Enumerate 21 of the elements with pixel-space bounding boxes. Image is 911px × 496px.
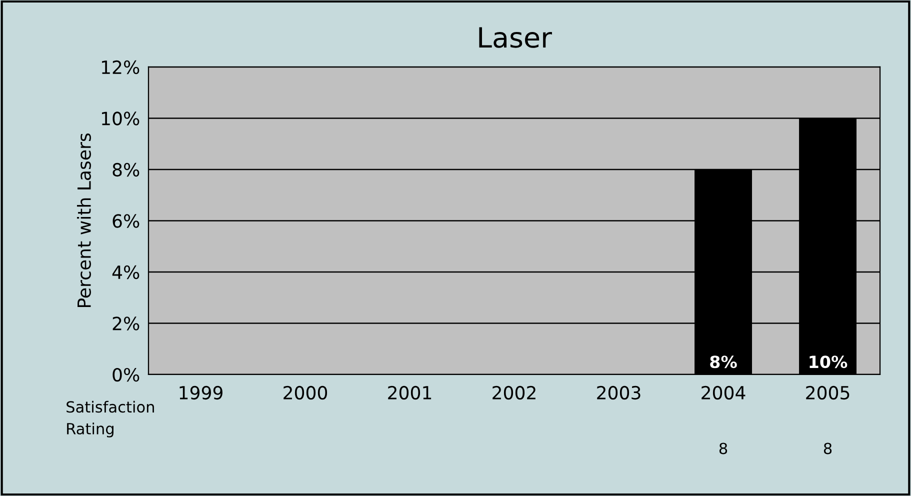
text: Satisfaction Rating bbox=[66, 400, 154, 438]
x-tick-label: 2002 bbox=[492, 386, 536, 400]
y-tick-label: 12% bbox=[102, 60, 140, 74]
text: 8 bbox=[719, 442, 728, 454]
y-tick-label: 10% bbox=[102, 112, 140, 126]
text: 8 bbox=[824, 442, 832, 454]
chart-title: Laser bbox=[479, 27, 552, 48]
y-tick-label: 8% bbox=[112, 162, 140, 177]
x-tick-label: 2005 bbox=[806, 386, 850, 400]
y-tick-label: 4% bbox=[112, 265, 140, 280]
y-axis-title: Percent with Lasers bbox=[77, 134, 91, 308]
x-tick-label: 2000 bbox=[284, 386, 328, 400]
x-tick-label: 1999 bbox=[180, 386, 222, 400]
y-tick-label: 0% bbox=[112, 368, 140, 382]
x-tick-label: 2003 bbox=[597, 386, 640, 400]
y-tick-label: 2% bbox=[112, 316, 140, 330]
x-tick-label: 2004 bbox=[702, 386, 746, 400]
data-label: 8% bbox=[710, 356, 737, 368]
data-label: 10% bbox=[810, 356, 848, 368]
x-tick-label: 2001 bbox=[388, 386, 432, 400]
y-tick-label: 6% bbox=[112, 214, 140, 228]
